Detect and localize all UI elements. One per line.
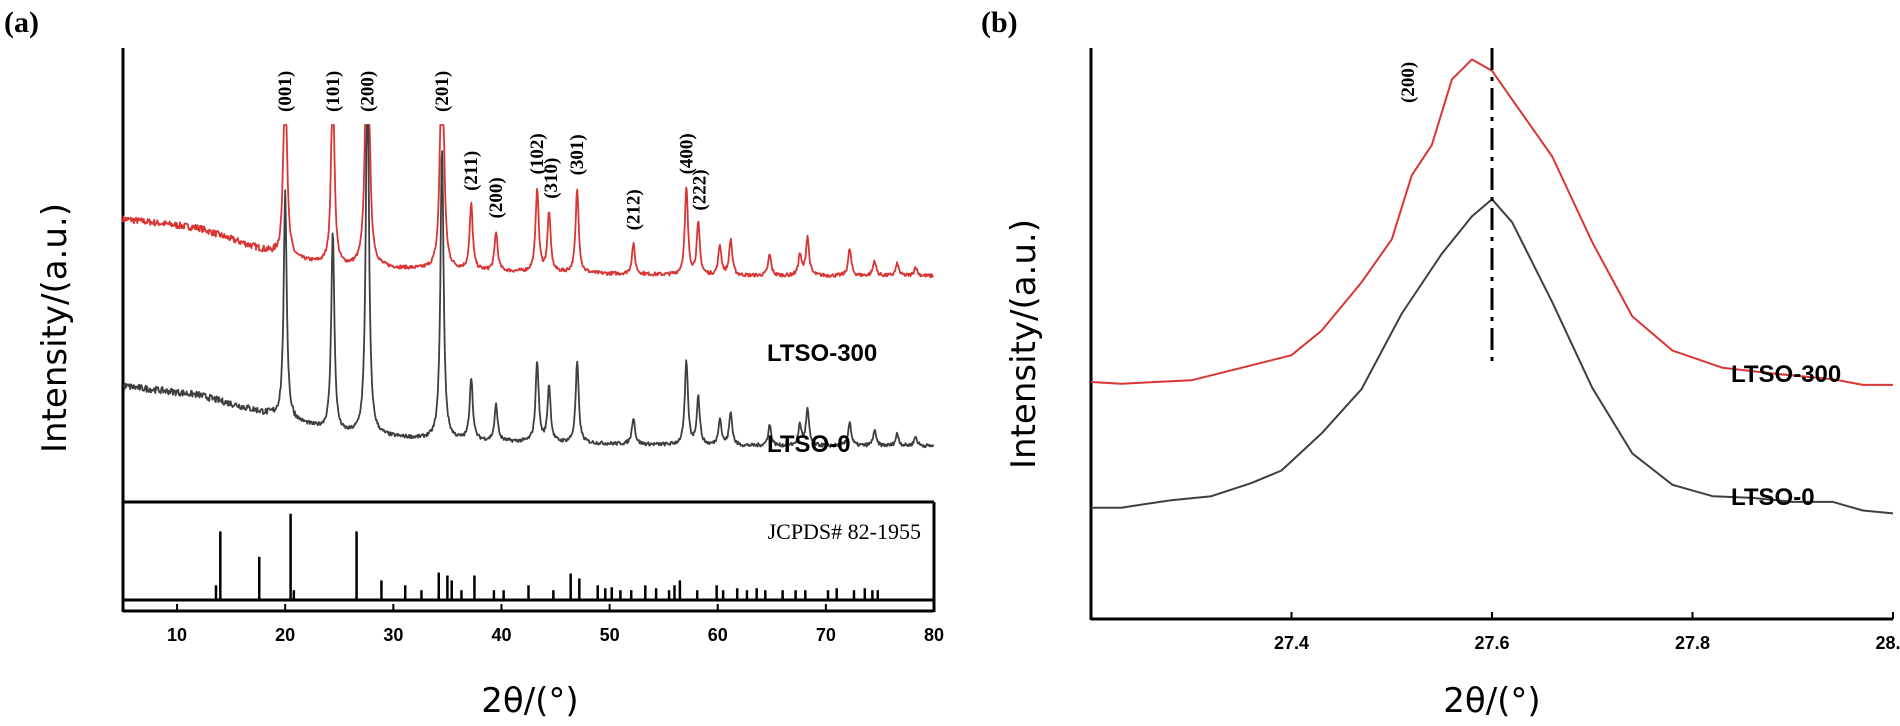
b-x-tick-label: 27.8 [1675, 633, 1710, 653]
a-series-line-ltso-0 [122, 124, 935, 449]
panel-b-chart: 27.4 27.6 27.8 28.0 (200) LTSO-300 LTSO-0 I… [1004, 48, 1900, 721]
a-legend-ltso-300: LTSO-300 [767, 340, 877, 367]
b-legend-ltso-0: LTSO-0 [1731, 484, 1815, 511]
a-x-tick-label: 20 [275, 625, 295, 645]
a-peak-label: (102) [527, 133, 548, 174]
a-peak-label: (212) [623, 189, 644, 230]
a-peak-label: (001) [275, 71, 296, 112]
a-x-tick-label: 40 [491, 625, 511, 645]
a-reference-label: JCPDS# 82-1955 [768, 519, 921, 544]
b-x-tick-label: 28.0 [1875, 633, 1900, 653]
b-series-line-ltso-300 [1090, 58, 1893, 386]
a-legend-ltso-0: LTSO-0 [767, 431, 851, 458]
a-peak-label: (200) [357, 71, 378, 112]
panel-a-label: (a) [4, 6, 39, 39]
a-peak-label: (101) [323, 71, 344, 112]
a-peak-label: (310) [541, 158, 562, 199]
a-x-axis-title: 2θ/(°) [481, 681, 578, 721]
a-x-tick-label: 80 [924, 625, 944, 645]
a-reference-pattern [214, 513, 880, 600]
a-peak-labels: (001) (101) (200) (201)(211)(200)(102)(310)… [275, 71, 710, 231]
a-x-tick-label: 30 [383, 625, 403, 645]
a-peak-label: (211) [461, 151, 482, 191]
a-x-tick-label: 10 [167, 625, 187, 645]
a-series-line-ltso-300 [122, 124, 935, 279]
b-y-axis-title: Intensity/(a.u.) [1004, 219, 1044, 469]
b-x-axis-title: 2θ/(°) [1443, 681, 1540, 721]
panel-b-label: (b) [981, 6, 1018, 39]
a-peak-label: (201) [432, 71, 453, 112]
a-peak-label: (301) [567, 134, 588, 175]
a-peak-label: (200) [486, 177, 507, 218]
b-peak-label-200: (200) [1398, 62, 1419, 103]
a-peak-label: (400) [676, 133, 697, 174]
b-series-line-ltso-0 [1091, 198, 1894, 515]
b-series [1090, 58, 1894, 515]
a-x-ticks: 10 20 30 40 50 60 70 80 [167, 604, 944, 645]
a-x-tick-label: 70 [816, 625, 836, 645]
b-x-ticks: 27.4 27.6 27.8 28.0 [1274, 612, 1900, 653]
a-series [122, 124, 935, 449]
b-legend-ltso-300: LTSO-300 [1731, 361, 1841, 388]
b-x-tick-label: 27.4 [1274, 633, 1309, 653]
a-y-axis-title: Intensity/(a.u.) [35, 203, 75, 453]
a-x-tick-label: 50 [600, 625, 620, 645]
b-x-tick-label: 27.6 [1474, 633, 1509, 653]
a-peak-label: (222) [689, 169, 710, 210]
panel-a-chart: 10 20 30 40 50 60 70 80 (001) (101) (200) (201) (21… [35, 48, 944, 721]
a-x-tick-label: 60 [708, 625, 728, 645]
